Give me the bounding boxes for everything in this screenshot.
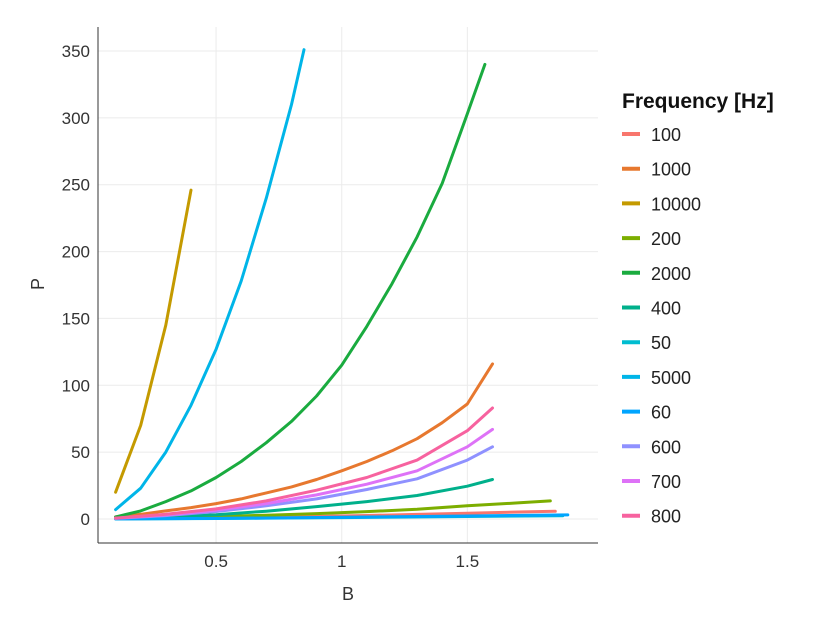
x-tick-label: 1	[337, 552, 346, 571]
legend: Frequency [Hz] 100 1000 10000 200 2000 400 50 5…	[622, 90, 774, 527]
series-line-400	[114, 478, 494, 520]
x-tick-labels: 0.5 1 1.5	[204, 552, 479, 571]
legend-label: 400	[651, 299, 681, 319]
legend-label: 200	[651, 229, 681, 249]
y-tick-label: 200	[62, 243, 90, 262]
axes	[97, 27, 598, 544]
y-tick-labels: 0 50 100 150 200 250 300 350	[62, 42, 90, 529]
legend-label: 50	[651, 333, 671, 353]
legend-title: Frequency [Hz]	[622, 90, 774, 113]
y-tick-label: 150	[62, 309, 90, 328]
legend-label: 600	[651, 437, 681, 457]
y-tick-label: 0	[81, 510, 90, 529]
series-line-5000	[114, 48, 306, 512]
y-axis-title: P	[28, 278, 48, 290]
series-lines	[114, 48, 570, 521]
y-tick-label: 100	[62, 376, 90, 395]
series-line-1000	[114, 362, 494, 519]
x-axis-title: B	[342, 584, 354, 604]
series-line-10000	[114, 188, 193, 494]
legend-label: 5000	[651, 368, 691, 388]
y-tick-label: 350	[62, 42, 90, 61]
legend-label: 2000	[651, 264, 691, 284]
series-line-800	[114, 406, 494, 520]
legend-label: 800	[651, 507, 681, 527]
x-tick-label: 0.5	[204, 552, 228, 571]
y-tick-label: 300	[62, 109, 90, 128]
legend-label: 700	[651, 472, 681, 492]
legend-label: 10000	[651, 194, 701, 214]
legend-label: 60	[651, 403, 671, 423]
series-line-2000	[114, 62, 487, 519]
legend-label: 100	[651, 125, 681, 145]
y-tick-label: 250	[62, 176, 90, 195]
legend-label: 1000	[651, 160, 691, 180]
series-line-60	[114, 513, 570, 521]
x-tick-label: 1.5	[456, 552, 480, 571]
y-tick-label: 50	[71, 443, 90, 462]
